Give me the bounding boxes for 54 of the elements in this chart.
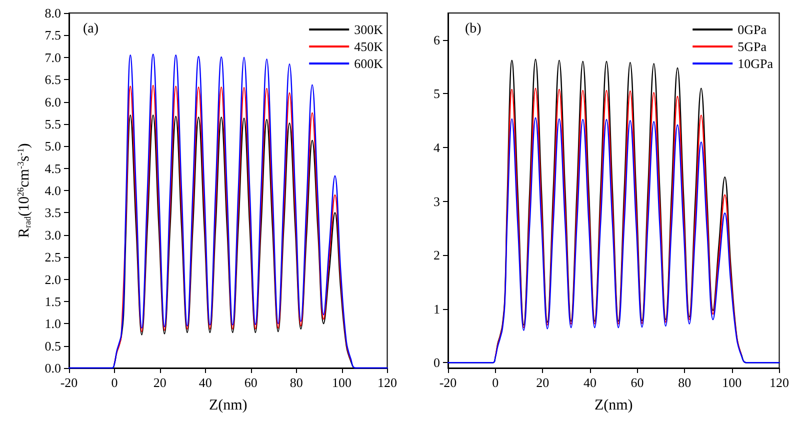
x-tick-label: 20 bbox=[536, 375, 550, 390]
x-tick-label: 0 bbox=[111, 375, 118, 390]
x-tick-label: 40 bbox=[198, 375, 212, 390]
legend-label: 600K bbox=[354, 56, 384, 71]
x-tick-label: 80 bbox=[678, 375, 692, 390]
legend-label: 5GPa bbox=[738, 39, 767, 54]
x-tick-label: 40 bbox=[583, 375, 596, 390]
y-tick-label: 7.5 bbox=[44, 28, 61, 43]
legend-label: 300K bbox=[354, 22, 384, 37]
legend-label: 450K bbox=[354, 39, 384, 54]
y-tick-label: 3.5 bbox=[44, 205, 61, 220]
x-tick-label: -20 bbox=[439, 375, 457, 390]
y-tick-label: 2 bbox=[434, 248, 440, 263]
y-tick-label: 0 bbox=[434, 355, 440, 370]
x-tick-label: -20 bbox=[60, 375, 78, 390]
y-tick-label: 7.0 bbox=[44, 50, 61, 65]
legend-label: 0GPa bbox=[738, 22, 767, 37]
y-tick-label: 5.5 bbox=[44, 116, 61, 132]
x-tick-label: 100 bbox=[722, 375, 742, 390]
x-tick-label: 20 bbox=[153, 375, 166, 390]
x-tick-label: 120 bbox=[770, 375, 789, 390]
x-tick-label: 60 bbox=[630, 375, 644, 390]
x-axis-title: Z(nm) bbox=[594, 398, 633, 414]
y-tick-label: 0.0 bbox=[44, 360, 61, 376]
line-series bbox=[114, 84, 352, 364]
line-series bbox=[494, 88, 742, 358]
x-tick-label: 100 bbox=[332, 375, 352, 390]
annotation: (b) bbox=[465, 22, 482, 36]
y-tick-label: 5 bbox=[434, 86, 440, 102]
annotation: (a) bbox=[83, 22, 99, 36]
line-series bbox=[447, 117, 780, 364]
y-tick-label: 4.5 bbox=[44, 160, 61, 176]
x-tick-label: 120 bbox=[378, 375, 397, 390]
y-tick-label: 5.0 bbox=[44, 138, 61, 154]
legend-label: 10GPa bbox=[738, 56, 774, 71]
y-tick-label: 6.0 bbox=[44, 94, 61, 110]
y-tick-label: 8.0 bbox=[44, 6, 61, 20]
y-tick-label: 3 bbox=[434, 194, 440, 209]
y-tick-label: 2.5 bbox=[44, 250, 61, 265]
y-tick-label: 0.5 bbox=[44, 338, 61, 354]
y-tick-label: 1 bbox=[434, 301, 440, 316]
x-axis-title: Z(nm) bbox=[208, 398, 248, 414]
x-tick-label: 80 bbox=[290, 375, 303, 390]
text: Rrad(1026cm-3s-1) bbox=[16, 143, 32, 238]
y-tick-label: 1.5 bbox=[44, 294, 61, 309]
x-tick-label: 0 bbox=[492, 375, 499, 390]
y-tick-label: 4 bbox=[434, 140, 440, 155]
x-tick-label: 60 bbox=[244, 375, 258, 390]
y-tick-label: 3.0 bbox=[44, 227, 61, 242]
y-tick-label: 6 bbox=[434, 32, 440, 48]
y-tick-label: 1.0 bbox=[44, 316, 61, 332]
y-tick-label: 4.0 bbox=[44, 183, 61, 198]
y-tick-label: 2.0 bbox=[44, 272, 61, 287]
y-tick-label: 6.5 bbox=[44, 72, 61, 88]
